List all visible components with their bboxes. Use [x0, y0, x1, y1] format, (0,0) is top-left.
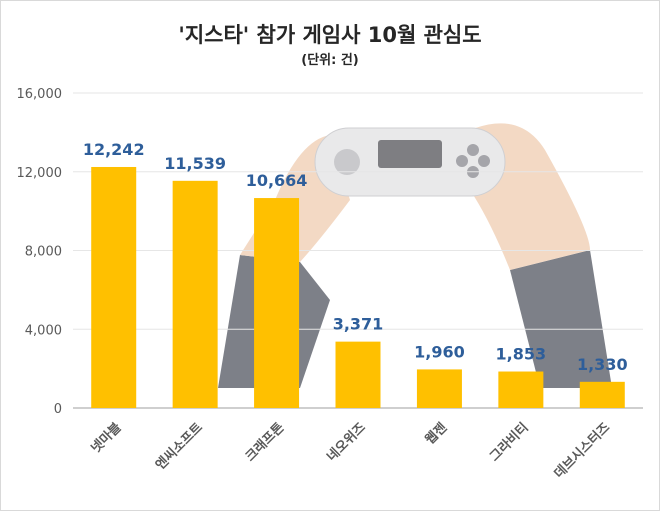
data-label: 3,371 — [333, 315, 384, 334]
y-tick-label: 4,000 — [25, 323, 62, 338]
y-tick-label: 12,000 — [17, 166, 63, 181]
chart-title: '지스타' 참가 게임사 10월 관심도 — [178, 23, 481, 47]
bar — [416, 369, 462, 408]
bar — [172, 180, 218, 408]
x-tick-label: 넷마블 — [88, 419, 125, 456]
data-label: 11,539 — [164, 154, 226, 173]
x-tick-label: 엔씨소프트 — [152, 419, 206, 473]
bar — [579, 381, 625, 408]
x-tick-label: 네오위즈 — [324, 419, 369, 464]
dpad-icon — [334, 149, 360, 175]
right-sleeve — [510, 250, 612, 388]
bar — [254, 198, 300, 408]
data-label: 1,330 — [577, 355, 628, 374]
data-label: 10,664 — [246, 171, 308, 190]
data-label: 1,960 — [414, 342, 465, 361]
y-tick-label: 8,000 — [25, 245, 62, 260]
x-tick-label: 그라비티 — [487, 420, 532, 465]
y-tick-label: 0 — [54, 402, 62, 417]
bar — [498, 371, 544, 408]
data-label: 1,853 — [496, 345, 547, 364]
bar — [91, 166, 137, 408]
controller-screen — [378, 140, 442, 168]
y-tick-label: 16,000 — [17, 87, 63, 102]
chart-subtitle: (단위: 건) — [301, 52, 359, 68]
bar — [335, 341, 381, 408]
x-tick-label: 크래프톤 — [243, 420, 287, 464]
x-tick-label: 웹젠 — [422, 419, 450, 447]
data-label: 12,242 — [83, 140, 145, 159]
x-tick-label: 데브시스터즈 — [551, 419, 613, 481]
